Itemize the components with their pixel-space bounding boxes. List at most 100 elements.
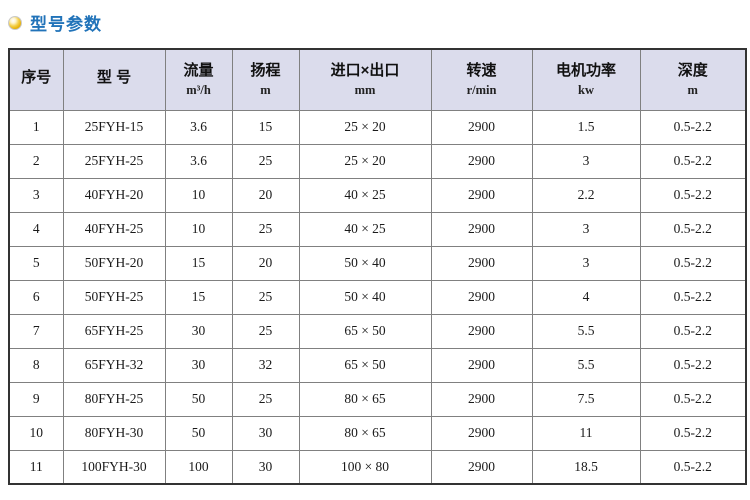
cell-flow: 30 — [164, 347, 233, 383]
cell-serial: 8 — [8, 347, 64, 383]
cell-flow: 50 — [164, 415, 233, 451]
table-row: 1 25FYH-15 3.6 15 25 × 20 2900 1.5 0.5-2… — [8, 109, 747, 145]
table-row: 8 65FYH-32 30 32 65 × 50 2900 5.5 0.5-2.… — [8, 347, 747, 383]
cell-inlet-outlet: 80 × 65 — [298, 415, 432, 451]
cell-depth: 0.5-2.2 — [639, 143, 747, 179]
cell-speed: 2900 — [430, 347, 533, 383]
cell-speed: 2900 — [430, 109, 533, 145]
cell-head: 15 — [231, 109, 300, 145]
cell-speed: 2900 — [430, 279, 533, 315]
cell-flow: 15 — [164, 279, 233, 315]
col-header-label: 进口×出口 — [330, 61, 400, 79]
cell-flow: 30 — [164, 313, 233, 349]
table-row: 2 25FYH-25 3.6 25 25 × 20 2900 3 0.5-2.2 — [8, 143, 747, 179]
cell-motor-power: 2.2 — [531, 177, 641, 213]
cell-head: 32 — [231, 347, 300, 383]
cell-head: 20 — [231, 177, 300, 213]
cell-head: 25 — [231, 211, 300, 247]
col-header-label: 序号 — [21, 69, 52, 87]
cell-motor-power: 5.5 — [531, 347, 641, 383]
cell-motor-power: 3 — [531, 143, 641, 179]
cell-head: 25 — [231, 381, 300, 417]
cell-speed: 2900 — [430, 415, 533, 451]
col-header-serial: 序号 — [8, 48, 64, 111]
cell-flow: 50 — [164, 381, 233, 417]
cell-head: 25 — [231, 313, 300, 349]
cell-model: 40FYH-20 — [62, 177, 166, 213]
cell-serial: 5 — [8, 245, 64, 281]
col-header-flow: 流量 m³/h — [164, 48, 233, 111]
col-header-label: 型 号 — [96, 69, 132, 87]
cell-serial: 4 — [8, 211, 64, 247]
cell-model: 25FYH-15 — [62, 109, 166, 145]
cell-head: 20 — [231, 245, 300, 281]
cell-flow: 10 — [164, 211, 233, 247]
cell-serial: 2 — [8, 143, 64, 179]
cell-depth: 0.5-2.2 — [639, 347, 747, 383]
cell-motor-power: 4 — [531, 279, 641, 315]
cell-model: 100FYH-30 — [62, 449, 166, 485]
cell-serial: 10 — [8, 415, 64, 451]
col-header-inlet-outlet: 进口×出口 mm — [298, 48, 432, 111]
cell-depth: 0.5-2.2 — [639, 211, 747, 247]
cell-depth: 0.5-2.2 — [639, 449, 747, 485]
cell-depth: 0.5-2.2 — [639, 177, 747, 213]
cell-flow: 100 — [164, 449, 233, 485]
table-row: 4 40FYH-25 10 25 40 × 25 2900 3 0.5-2.2 — [8, 211, 747, 247]
cell-model: 65FYH-32 — [62, 347, 166, 383]
cell-speed: 2900 — [430, 245, 533, 281]
col-header-unit: kw — [578, 82, 594, 97]
col-header-unit: m — [260, 82, 271, 97]
table-row: 5 50FYH-20 15 20 50 × 40 2900 3 0.5-2.2 — [8, 245, 747, 281]
cell-inlet-outlet: 65 × 50 — [298, 347, 432, 383]
cell-inlet-outlet: 40 × 25 — [298, 211, 432, 247]
cell-model: 80FYH-30 — [62, 415, 166, 451]
cell-motor-power: 11 — [531, 415, 641, 451]
cell-inlet-outlet: 25 × 20 — [298, 109, 432, 145]
cell-speed: 2900 — [430, 143, 533, 179]
cell-head: 30 — [231, 415, 300, 451]
cell-motor-power: 18.5 — [531, 449, 641, 485]
cell-speed: 2900 — [430, 381, 533, 417]
table-row: 7 65FYH-25 30 25 65 × 50 2900 5.5 0.5-2.… — [8, 313, 747, 349]
cell-flow: 3.6 — [164, 109, 233, 145]
cell-inlet-outlet: 50 × 40 — [298, 245, 432, 281]
col-header-speed: 转速 r/min — [430, 48, 533, 111]
cell-head: 30 — [231, 449, 300, 485]
model-parameters-table: 序号 型 号 流量 m³/h 扬程 m 进口×出口 mm 转速 r/min — [8, 48, 747, 485]
cell-motor-power: 3 — [531, 211, 641, 247]
cell-depth: 0.5-2.2 — [639, 279, 747, 315]
cell-speed: 2900 — [430, 313, 533, 349]
cell-model: 65FYH-25 — [62, 313, 166, 349]
table-header-row: 序号 型 号 流量 m³/h 扬程 m 进口×出口 mm 转速 r/min — [8, 48, 747, 111]
col-header-motor-power: 电机功率 kw — [531, 48, 641, 111]
cell-serial: 6 — [8, 279, 64, 315]
gold-sphere-bullet-icon — [8, 15, 22, 30]
col-header-unit: mm — [354, 82, 376, 97]
cell-head: 25 — [231, 143, 300, 179]
cell-model: 50FYH-20 — [62, 245, 166, 281]
table-row: 3 40FYH-20 10 20 40 × 25 2900 2.2 0.5-2.… — [8, 177, 747, 213]
cell-flow: 15 — [164, 245, 233, 281]
cell-depth: 0.5-2.2 — [639, 381, 747, 417]
table-row: 6 50FYH-25 15 25 50 × 40 2900 4 0.5-2.2 — [8, 279, 747, 315]
cell-depth: 0.5-2.2 — [639, 109, 747, 145]
cell-speed: 2900 — [430, 177, 533, 213]
cell-model: 25FYH-25 — [62, 143, 166, 179]
cell-speed: 2900 — [430, 449, 533, 485]
cell-motor-power: 5.5 — [531, 313, 641, 349]
col-header-label: 深度 — [677, 61, 708, 79]
cell-motor-power: 7.5 — [531, 381, 641, 417]
section-title-bar: 型号参数 — [8, 10, 102, 35]
cell-flow: 3.6 — [164, 143, 233, 179]
col-header-depth: 深度 m — [639, 48, 747, 111]
cell-model: 50FYH-25 — [62, 279, 166, 315]
col-header-unit: m³/h — [186, 82, 211, 97]
col-header-head: 扬程 m — [231, 48, 300, 111]
cell-inlet-outlet: 50 × 40 — [298, 279, 432, 315]
cell-inlet-outlet: 40 × 25 — [298, 177, 432, 213]
col-header-label: 电机功率 — [555, 61, 616, 79]
cell-depth: 0.5-2.2 — [639, 313, 747, 349]
cell-flow: 10 — [164, 177, 233, 213]
cell-serial: 11 — [8, 449, 64, 485]
